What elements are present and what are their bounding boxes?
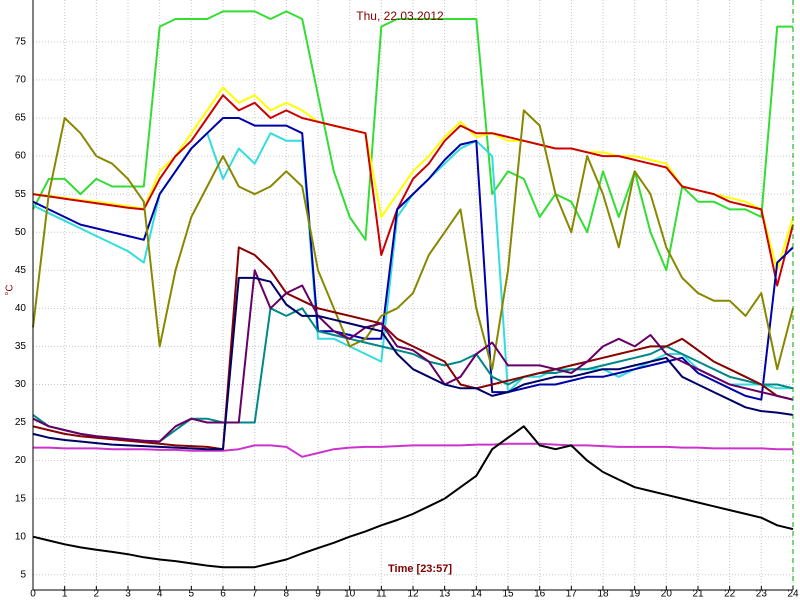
y-tick-label: 70 [15,75,27,86]
y-tick-label: 10 [15,531,27,542]
y-tick-label: 35 [15,341,27,352]
plot-lines [32,10,794,569]
x-tick-label: 6 [220,589,226,600]
x-tick-label: 14 [471,589,483,600]
y-tick-label: 40 [15,303,27,314]
y-tick-label: 15 [15,493,27,504]
x-tick-label: 2 [94,589,100,600]
series-line [32,94,794,287]
x-tick-label: 10 [344,589,356,600]
chart-title: Thu, 22.03.2012 [356,9,444,23]
series-line [33,442,793,458]
y-tick-label: 45 [15,265,27,276]
y-axis-label: °C [5,284,16,295]
y-tick-label: 50 [15,227,27,238]
series-line [32,10,793,272]
x-tick-label: 18 [597,589,609,600]
x-tick-label: 23 [756,589,768,600]
y-tick-label: 30 [15,379,27,390]
series-line [32,276,794,451]
y-tick-label: 25 [15,417,27,428]
x-tick-label: 16 [534,589,546,600]
series-line [32,86,794,272]
x-tick-label: 1 [62,589,68,600]
y-tick-label: 65 [15,113,27,124]
x-tick-label: 21 [692,589,704,600]
series-line [32,109,794,371]
y-tick-label: 5 [20,569,26,580]
y-tick-label: 75 [15,37,27,48]
x-tick-label: 17 [566,589,578,600]
x-tick-label: 7 [252,589,258,600]
series-line [32,425,794,569]
y-tick-label: 60 [15,151,27,162]
x-tick-label: 12 [407,589,419,600]
series-line [32,269,794,443]
x-tick-label: 19 [629,589,641,600]
x-tick-label: 3 [125,589,131,600]
y-tick-label: 20 [15,455,27,466]
x-axis-label: Time [23:57] [388,563,452,575]
x-tick-label: 20 [661,589,673,600]
x-tick-label: 5 [189,589,195,600]
x-tick-label: 15 [502,589,514,600]
x-tick-label: 11 [376,589,387,600]
y-tick-label: 55 [15,189,27,200]
x-tick-label: 9 [315,589,321,600]
x-tick-label: 24 [787,589,799,600]
x-tick-label: 0 [30,589,36,600]
x-tick-label: 4 [157,589,163,600]
x-tick-label: 8 [284,589,290,600]
series-line [32,246,794,451]
series-line [32,117,794,401]
x-tick-label: 22 [724,589,736,600]
x-tick-label: 13 [439,589,451,600]
